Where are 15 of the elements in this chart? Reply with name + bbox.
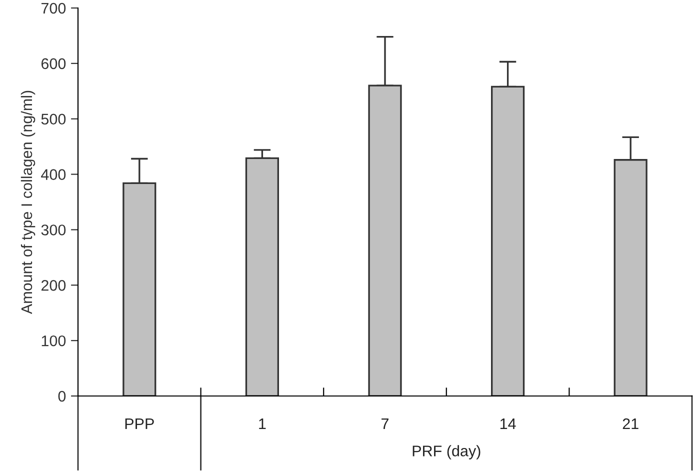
x-tick-label: 1	[259, 418, 266, 430]
y-tick-label: 400	[41, 169, 66, 180]
x-axis-title: PRF (day)	[412, 445, 480, 460]
y-tick-label: 700	[41, 2, 66, 14]
x-tick-label: 14	[500, 418, 516, 430]
y-tick-label: 500	[41, 114, 66, 125]
y-tick-label: 600	[41, 58, 66, 70]
x-tick-label: 21	[622, 418, 638, 430]
x-tick-label: PPP	[125, 418, 154, 430]
y-tick-label: 100	[42, 335, 66, 346]
y-tick-label: 0	[58, 390, 66, 402]
y-axis-title: Amount of type I collagen (ng/ml)	[20, 90, 36, 314]
x-tick-label: 7	[382, 418, 388, 430]
y-tick-label: 200	[41, 280, 66, 291]
y-tick-label: 300	[41, 224, 66, 236]
